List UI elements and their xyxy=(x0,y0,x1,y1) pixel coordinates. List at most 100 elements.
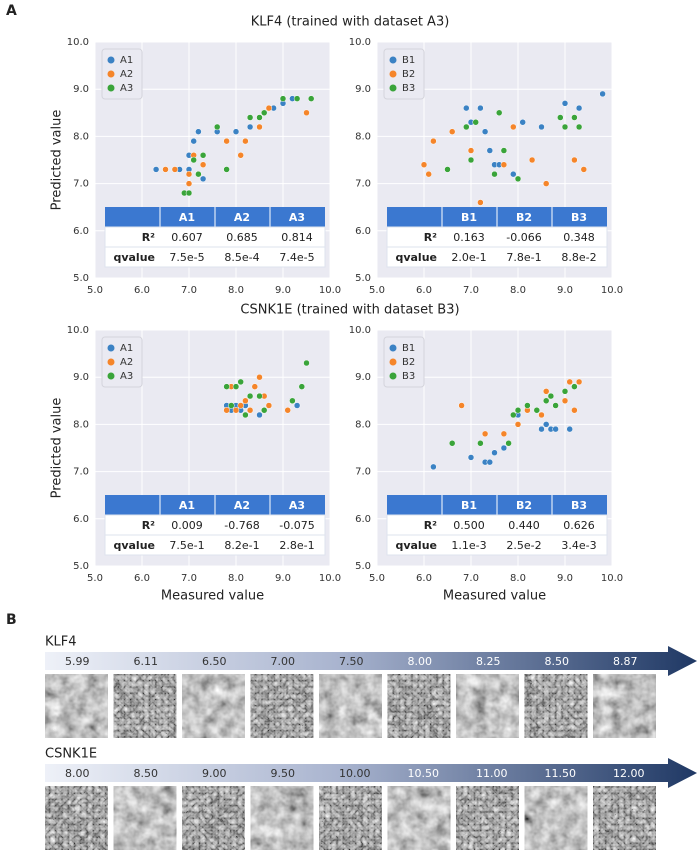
y-tick-label: 9.0 xyxy=(355,84,371,95)
cell-image xyxy=(387,785,451,851)
scatter-point xyxy=(486,147,494,154)
x-tick-label: 5.0 xyxy=(369,573,385,584)
scatter-point xyxy=(213,123,221,131)
scatter-point xyxy=(228,402,235,409)
scatter-point xyxy=(185,189,193,197)
x-tick-label: 9.0 xyxy=(275,573,291,584)
x-tick-label: 7.0 xyxy=(181,573,197,584)
scatter-point xyxy=(190,137,197,145)
scatter-point xyxy=(195,170,202,178)
value-label: 7.50 xyxy=(339,655,364,668)
y-tick-label: 7.0 xyxy=(355,467,371,478)
scatter-point xyxy=(185,170,193,178)
y-tick-label: 7.0 xyxy=(355,179,371,190)
legend-marker xyxy=(107,358,115,366)
scatter-point xyxy=(289,397,296,405)
scatter-point xyxy=(514,421,522,428)
x-tick-label: 8.0 xyxy=(510,285,526,296)
row-label: KLF4 xyxy=(45,635,77,650)
scatter-point xyxy=(481,128,489,135)
legend-label: A1 xyxy=(120,55,133,66)
scatter-point xyxy=(185,180,193,187)
cell-image xyxy=(113,673,177,739)
cell-image xyxy=(592,673,657,739)
scatter-point xyxy=(199,161,207,168)
scatter-point xyxy=(430,463,437,471)
scatter-point xyxy=(467,147,475,154)
cell-image xyxy=(44,673,109,739)
scatter-point xyxy=(571,383,578,390)
x-tick-label: 10.0 xyxy=(601,285,623,296)
legend-label: A2 xyxy=(120,69,133,80)
cell-image xyxy=(318,673,383,739)
y-tick-label: 6.0 xyxy=(73,514,89,525)
cell-image xyxy=(44,785,109,851)
x-tick-label: 10.0 xyxy=(319,285,341,296)
scatter-point xyxy=(571,114,578,121)
cell-image xyxy=(524,673,588,739)
scatter-point xyxy=(251,383,259,390)
scatter-point xyxy=(246,114,254,121)
table-column-header: A1 xyxy=(179,211,195,224)
cell-image xyxy=(524,785,588,851)
scatter-point xyxy=(472,118,479,126)
cell-image xyxy=(113,785,177,851)
panel-label: B xyxy=(6,612,17,628)
legend-label: B3 xyxy=(402,83,415,94)
legend-marker xyxy=(389,70,397,78)
scatter-point xyxy=(242,397,249,405)
scatter-point xyxy=(223,383,230,390)
table-column-header: B3 xyxy=(571,211,587,224)
table-cell: 0.348 xyxy=(563,231,595,244)
scatter-point xyxy=(481,430,489,438)
scatter-point xyxy=(199,152,207,159)
legend-label: B3 xyxy=(402,371,415,382)
value-label: 10.50 xyxy=(408,767,440,780)
scatter-point xyxy=(420,161,428,168)
legend-label: B1 xyxy=(402,343,415,354)
y-tick-label: 7.0 xyxy=(73,179,89,190)
cell-image xyxy=(387,673,451,739)
table-cell: -0.075 xyxy=(279,519,314,532)
y-tick-label: 8.0 xyxy=(73,131,89,142)
table-row xyxy=(386,246,608,268)
scatter-point xyxy=(190,156,197,164)
scatter-point xyxy=(524,402,531,409)
legend-label: B2 xyxy=(402,357,415,368)
scatter-point xyxy=(571,156,578,164)
table-cell: 8.5e-4 xyxy=(224,251,259,264)
scatter-point xyxy=(510,170,517,178)
scatter-point xyxy=(430,137,437,145)
table-cell: -0.768 xyxy=(224,519,259,532)
value-label: 8.00 xyxy=(408,655,433,668)
scatter-point xyxy=(463,123,470,131)
table-column-header: A3 xyxy=(289,211,305,224)
scatter-point xyxy=(552,425,559,433)
y-tick-label: 10.0 xyxy=(349,37,371,48)
value-label: 6.11 xyxy=(134,655,159,668)
scatter-point xyxy=(232,406,240,414)
y-tick-label: 5.0 xyxy=(355,273,371,284)
scatter-point xyxy=(519,118,526,126)
scatter-point xyxy=(542,397,550,405)
scatter-point xyxy=(458,402,465,409)
table-cell: 0.163 xyxy=(453,231,485,244)
scatter-point xyxy=(265,402,273,409)
legend-label: B2 xyxy=(402,69,415,80)
scatter-point xyxy=(284,406,291,414)
scatter-point xyxy=(467,454,475,461)
table-row-label: R² xyxy=(142,231,155,244)
legend-marker xyxy=(107,56,115,64)
table-row-label: qvalue xyxy=(395,251,437,264)
scatter-point xyxy=(566,425,573,433)
value-label: 8.00 xyxy=(65,767,90,780)
y-tick-label: 10.0 xyxy=(67,325,89,336)
legend-marker xyxy=(107,372,115,380)
table-column-header: B1 xyxy=(461,211,477,224)
scatter-point xyxy=(152,166,160,173)
x-tick-label: 8.0 xyxy=(510,573,526,584)
scatter-point xyxy=(505,440,512,447)
table-column-header: B2 xyxy=(516,499,532,512)
x-tick-label: 6.0 xyxy=(416,573,432,584)
